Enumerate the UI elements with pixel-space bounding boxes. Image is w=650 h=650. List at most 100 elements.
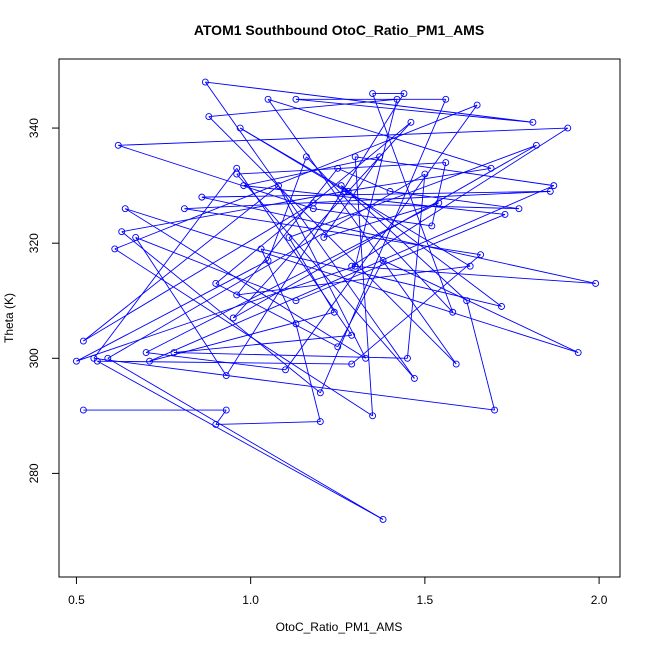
y-tick-label: 320 (27, 233, 41, 253)
series-segment (337, 167, 391, 192)
data-point (487, 164, 495, 172)
series-segment (344, 167, 492, 192)
series-segment (285, 104, 478, 371)
series-segment (107, 357, 384, 520)
data-point (264, 95, 272, 103)
x-tick-label: 2.0 (591, 593, 608, 607)
data-point (257, 245, 265, 253)
data-point (104, 354, 112, 362)
y-tick-label: 300 (27, 348, 41, 368)
data-point (379, 256, 387, 264)
series-segment (340, 185, 502, 307)
series-segment (278, 185, 367, 359)
series-segment (215, 421, 321, 425)
data-point (170, 349, 178, 356)
data-point (344, 187, 352, 195)
data-point (407, 118, 415, 126)
y-axis: 280 300 320 340 (27, 118, 59, 483)
series-segment (260, 248, 502, 307)
data-point (229, 314, 237, 322)
series-segment (351, 254, 481, 365)
data-point (302, 153, 310, 161)
data-point (341, 187, 349, 195)
data-point (233, 170, 241, 178)
data-point (285, 233, 293, 241)
data-point (79, 406, 87, 414)
data-point (351, 153, 359, 161)
data-point (564, 124, 572, 132)
series-segment (121, 190, 345, 233)
data-point (348, 360, 356, 368)
data-point (386, 187, 394, 195)
series-segment (149, 185, 554, 362)
series-segment (323, 202, 439, 238)
data-point (132, 233, 140, 241)
data-point (351, 262, 359, 270)
series-segment (118, 127, 568, 146)
x-tick-label: 1.0 (242, 593, 259, 607)
data-point (72, 357, 80, 365)
series-segment (149, 311, 335, 362)
data-point (121, 205, 129, 213)
data-point (379, 515, 387, 523)
data-point (529, 118, 537, 126)
series-segment (355, 156, 554, 187)
data-point (240, 182, 248, 190)
series-segment (114, 248, 373, 417)
data-point (334, 343, 342, 351)
data-point (449, 308, 457, 316)
series-segment (337, 260, 384, 347)
data-point (550, 182, 558, 190)
data-point (592, 280, 600, 287)
data-point (205, 113, 213, 121)
data-point (198, 193, 206, 201)
data-point (233, 291, 241, 299)
series-segment (83, 185, 279, 342)
series-segment (215, 283, 338, 348)
series-segment (372, 93, 454, 313)
data-point (79, 337, 87, 345)
data-point (428, 222, 436, 230)
data-point (212, 280, 220, 287)
data-point (348, 262, 356, 270)
data-point (275, 182, 282, 190)
data-point (435, 199, 443, 207)
data-point (376, 153, 384, 161)
series-segment (145, 202, 440, 353)
series-segment (239, 127, 471, 267)
series-segment (232, 122, 412, 319)
data-point (473, 101, 481, 109)
data-point (463, 297, 471, 305)
series-segment (354, 156, 374, 416)
data-point (491, 406, 499, 414)
series-segment (208, 98, 398, 118)
series-segment (351, 265, 596, 284)
data-point (546, 187, 554, 195)
data-point (236, 124, 244, 132)
series-segment (295, 213, 506, 302)
series-layer (72, 78, 600, 523)
series-segment (76, 265, 356, 362)
y-axis-label: Theta (K) (2, 293, 16, 343)
data-point (114, 141, 122, 149)
data-point (400, 90, 408, 97)
data-point (316, 389, 324, 397)
data-point (574, 349, 582, 356)
data-point (292, 95, 300, 103)
series-segment (97, 360, 384, 520)
chart-title: ATOM1 Southbound OtoC_Ratio_PM1_AMS (194, 22, 484, 38)
series-segment (236, 168, 339, 296)
series-segment (267, 99, 457, 365)
data-point (369, 90, 377, 97)
data-point (180, 205, 188, 213)
series-segment (83, 202, 314, 342)
data-point (222, 406, 230, 414)
series-segment (118, 144, 314, 210)
data-point (498, 303, 505, 310)
data-point (403, 354, 411, 362)
data-point (477, 251, 485, 259)
data-point (362, 354, 370, 362)
data-point (466, 262, 474, 270)
